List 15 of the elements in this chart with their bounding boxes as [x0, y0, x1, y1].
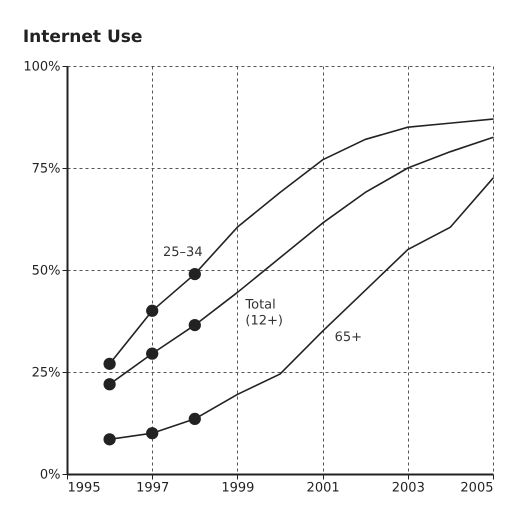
y-tick-label: 100% [23, 60, 60, 74]
y-tick-label: 75% [32, 162, 60, 176]
y-tick-label: 0% [40, 468, 60, 482]
x-tick-label: 1995 [68, 480, 101, 496]
y-tick-label: 25% [32, 366, 60, 380]
chart-title: Internet Use [22, 27, 142, 47]
series-label: 25–34 [163, 245, 203, 260]
x-tick-label: 2003 [392, 480, 425, 496]
x-tick-label: 1997 [136, 480, 170, 496]
x-tick-label: 2001 [306, 480, 340, 496]
series-label: 65+ [334, 330, 362, 346]
series-label: Total (12+) [244, 297, 283, 328]
y-tick-label: 50% [32, 264, 60, 278]
x-tick-label: 2005 [460, 480, 494, 496]
x-tick-label: 1999 [221, 480, 254, 496]
